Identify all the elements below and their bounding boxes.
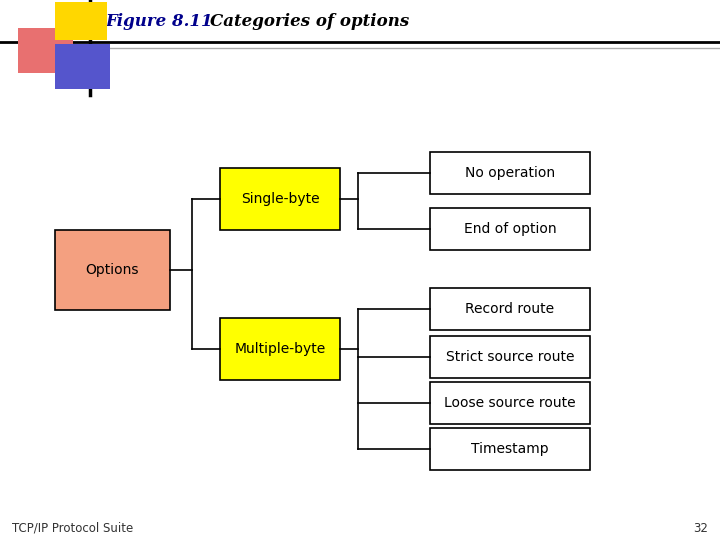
Text: No operation: No operation xyxy=(465,166,555,180)
FancyBboxPatch shape xyxy=(220,168,340,230)
FancyBboxPatch shape xyxy=(55,2,107,40)
FancyBboxPatch shape xyxy=(430,428,590,470)
Text: 32: 32 xyxy=(693,522,708,535)
FancyBboxPatch shape xyxy=(430,336,590,378)
Text: Multiple-byte: Multiple-byte xyxy=(235,342,325,356)
Text: Figure 8.11: Figure 8.11 xyxy=(105,14,212,30)
FancyBboxPatch shape xyxy=(55,230,170,310)
Text: Record route: Record route xyxy=(465,302,554,316)
Text: Strict source route: Strict source route xyxy=(446,350,575,364)
FancyBboxPatch shape xyxy=(18,28,73,73)
Text: Loose source route: Loose source route xyxy=(444,396,576,410)
FancyBboxPatch shape xyxy=(430,152,590,194)
Text: Timestamp: Timestamp xyxy=(471,442,549,456)
Text: End of option: End of option xyxy=(464,222,557,236)
FancyBboxPatch shape xyxy=(430,288,590,330)
Text: Options: Options xyxy=(86,263,139,277)
Text: Categories of options: Categories of options xyxy=(210,14,409,30)
FancyBboxPatch shape xyxy=(430,208,590,250)
FancyBboxPatch shape xyxy=(430,382,590,424)
FancyBboxPatch shape xyxy=(220,318,340,380)
FancyBboxPatch shape xyxy=(55,44,110,89)
Text: Single-byte: Single-byte xyxy=(240,192,319,206)
Text: TCP/IP Protocol Suite: TCP/IP Protocol Suite xyxy=(12,522,133,535)
